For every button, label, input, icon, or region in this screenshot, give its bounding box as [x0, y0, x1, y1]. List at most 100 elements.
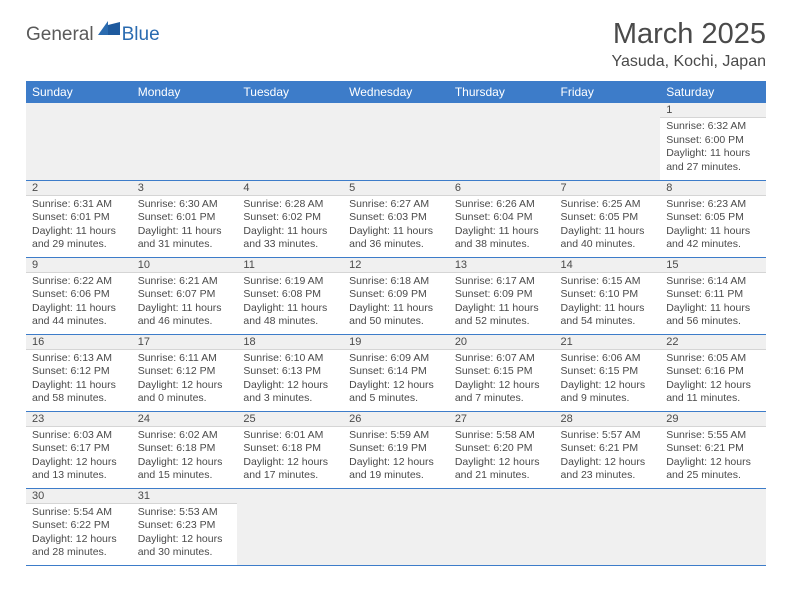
calendar-cell: 9Sunrise: 6:22 AMSunset: 6:06 PMDaylight…: [26, 257, 132, 334]
day-detail-line: Daylight: 12 hours: [138, 379, 232, 393]
calendar-cell: 14Sunrise: 6:15 AMSunset: 6:10 PMDayligh…: [555, 257, 661, 334]
day-detail: Sunrise: 6:05 AMSunset: 6:16 PMDaylight:…: [660, 350, 766, 410]
day-detail-line: Sunset: 6:19 PM: [349, 442, 443, 456]
flag-icon: [98, 21, 120, 37]
day-number: 15: [660, 258, 766, 273]
day-detail-line: Sunrise: 6:32 AM: [666, 120, 760, 134]
day-header: Sunday: [26, 81, 132, 103]
day-detail: Sunrise: 6:01 AMSunset: 6:18 PMDaylight:…: [237, 427, 343, 487]
calendar-header-row: SundayMondayTuesdayWednesdayThursdayFrid…: [26, 81, 766, 103]
day-detail: Sunrise: 5:57 AMSunset: 6:21 PMDaylight:…: [555, 427, 661, 487]
day-detail-line: Sunrise: 6:06 AM: [561, 352, 655, 366]
day-detail-line: Daylight: 11 hours: [561, 302, 655, 316]
day-number: 16: [26, 335, 132, 350]
day-detail-line: Sunrise: 6:15 AM: [561, 275, 655, 289]
day-detail-line: and 50 minutes.: [349, 315, 443, 329]
day-detail-line: and 42 minutes.: [666, 238, 760, 252]
day-detail-line: Daylight: 12 hours: [349, 456, 443, 470]
calendar-cell-empty: [132, 103, 238, 180]
day-detail-line: Daylight: 11 hours: [349, 225, 443, 239]
day-detail-line: Sunrise: 6:10 AM: [243, 352, 337, 366]
day-detail-line: Sunset: 6:15 PM: [561, 365, 655, 379]
day-detail-line: Sunrise: 5:55 AM: [666, 429, 760, 443]
day-detail: Sunrise: 6:22 AMSunset: 6:06 PMDaylight:…: [26, 273, 132, 333]
calendar-cell-empty: [555, 103, 661, 180]
day-detail: Sunrise: 6:25 AMSunset: 6:05 PMDaylight:…: [555, 196, 661, 256]
day-detail-line: Sunset: 6:18 PM: [243, 442, 337, 456]
day-detail-line: Daylight: 11 hours: [138, 225, 232, 239]
day-detail: Sunrise: 6:03 AMSunset: 6:17 PMDaylight:…: [26, 427, 132, 487]
day-detail-line: Sunset: 6:14 PM: [349, 365, 443, 379]
calendar-cell: 22Sunrise: 6:05 AMSunset: 6:16 PMDayligh…: [660, 334, 766, 411]
day-detail-line: Daylight: 11 hours: [455, 225, 549, 239]
day-detail-line: Sunrise: 6:13 AM: [32, 352, 126, 366]
brand-logo: General Blue: [26, 18, 160, 46]
day-detail: Sunrise: 5:54 AMSunset: 6:22 PMDaylight:…: [26, 504, 132, 564]
day-detail-line: Sunset: 6:20 PM: [455, 442, 549, 456]
day-number: 27: [449, 412, 555, 427]
title-block: March 2025 Yasuda, Kochi, Japan: [612, 18, 766, 71]
day-detail: Sunrise: 6:26 AMSunset: 6:04 PMDaylight:…: [449, 196, 555, 256]
day-number: 29: [660, 412, 766, 427]
day-number: 28: [555, 412, 661, 427]
day-detail: Sunrise: 5:58 AMSunset: 6:20 PMDaylight:…: [449, 427, 555, 487]
day-header: Monday: [132, 81, 238, 103]
day-detail-line: and 0 minutes.: [138, 392, 232, 406]
day-detail-line: Sunrise: 6:11 AM: [138, 352, 232, 366]
calendar-week-row: 2Sunrise: 6:31 AMSunset: 6:01 PMDaylight…: [26, 180, 766, 257]
day-detail: Sunrise: 6:27 AMSunset: 6:03 PMDaylight:…: [343, 196, 449, 256]
day-detail-line: Daylight: 11 hours: [455, 302, 549, 316]
calendar-cell: 10Sunrise: 6:21 AMSunset: 6:07 PMDayligh…: [132, 257, 238, 334]
day-detail-line: Daylight: 12 hours: [138, 533, 232, 547]
day-detail-line: Sunset: 6:12 PM: [138, 365, 232, 379]
day-detail-line: Sunrise: 6:18 AM: [349, 275, 443, 289]
day-detail-line: Sunrise: 6:01 AM: [243, 429, 337, 443]
calendar-cell: 6Sunrise: 6:26 AMSunset: 6:04 PMDaylight…: [449, 180, 555, 257]
calendar-week-row: 1Sunrise: 6:32 AMSunset: 6:00 PMDaylight…: [26, 103, 766, 180]
day-detail-line: Sunset: 6:09 PM: [455, 288, 549, 302]
day-number: 8: [660, 181, 766, 196]
day-number: 3: [132, 181, 238, 196]
day-detail-line: and 40 minutes.: [561, 238, 655, 252]
calendar-cell: 31Sunrise: 5:53 AMSunset: 6:23 PMDayligh…: [132, 488, 238, 565]
day-detail-line: Sunrise: 6:05 AM: [666, 352, 760, 366]
day-number: 19: [343, 335, 449, 350]
day-header: Thursday: [449, 81, 555, 103]
day-detail-line: and 54 minutes.: [561, 315, 655, 329]
day-detail-line: Daylight: 12 hours: [561, 456, 655, 470]
day-number: 26: [343, 412, 449, 427]
day-number: 17: [132, 335, 238, 350]
calendar-cell-empty: [660, 488, 766, 565]
day-detail-line: Daylight: 12 hours: [138, 456, 232, 470]
calendar-cell: 17Sunrise: 6:11 AMSunset: 6:12 PMDayligh…: [132, 334, 238, 411]
day-detail-line: and 17 minutes.: [243, 469, 337, 483]
day-detail: Sunrise: 6:11 AMSunset: 6:12 PMDaylight:…: [132, 350, 238, 410]
day-detail-line: Sunset: 6:12 PM: [32, 365, 126, 379]
day-detail-line: and 5 minutes.: [349, 392, 443, 406]
day-detail-line: and 11 minutes.: [666, 392, 760, 406]
day-detail: Sunrise: 6:21 AMSunset: 6:07 PMDaylight:…: [132, 273, 238, 333]
day-detail-line: Daylight: 12 hours: [349, 379, 443, 393]
day-detail-line: Daylight: 11 hours: [666, 302, 760, 316]
day-detail: Sunrise: 6:10 AMSunset: 6:13 PMDaylight:…: [237, 350, 343, 410]
day-header: Saturday: [660, 81, 766, 103]
calendar-cell: 23Sunrise: 6:03 AMSunset: 6:17 PMDayligh…: [26, 411, 132, 488]
calendar-cell: 24Sunrise: 6:02 AMSunset: 6:18 PMDayligh…: [132, 411, 238, 488]
day-number: 20: [449, 335, 555, 350]
day-detail-line: and 13 minutes.: [32, 469, 126, 483]
day-detail-line: Sunrise: 6:31 AM: [32, 198, 126, 212]
calendar-cell: 20Sunrise: 6:07 AMSunset: 6:15 PMDayligh…: [449, 334, 555, 411]
calendar-cell: 13Sunrise: 6:17 AMSunset: 6:09 PMDayligh…: [449, 257, 555, 334]
calendar-cell-empty: [343, 103, 449, 180]
day-number: 30: [26, 489, 132, 504]
day-number: 14: [555, 258, 661, 273]
day-detail: Sunrise: 6:23 AMSunset: 6:05 PMDaylight:…: [660, 196, 766, 256]
day-detail-line: Sunrise: 6:23 AM: [666, 198, 760, 212]
day-detail-line: and 25 minutes.: [666, 469, 760, 483]
day-detail-line: Sunset: 6:06 PM: [32, 288, 126, 302]
day-detail-line: and 31 minutes.: [138, 238, 232, 252]
day-detail: Sunrise: 6:17 AMSunset: 6:09 PMDaylight:…: [449, 273, 555, 333]
day-number: 1: [660, 103, 766, 118]
day-detail: Sunrise: 6:06 AMSunset: 6:15 PMDaylight:…: [555, 350, 661, 410]
calendar-cell: 7Sunrise: 6:25 AMSunset: 6:05 PMDaylight…: [555, 180, 661, 257]
